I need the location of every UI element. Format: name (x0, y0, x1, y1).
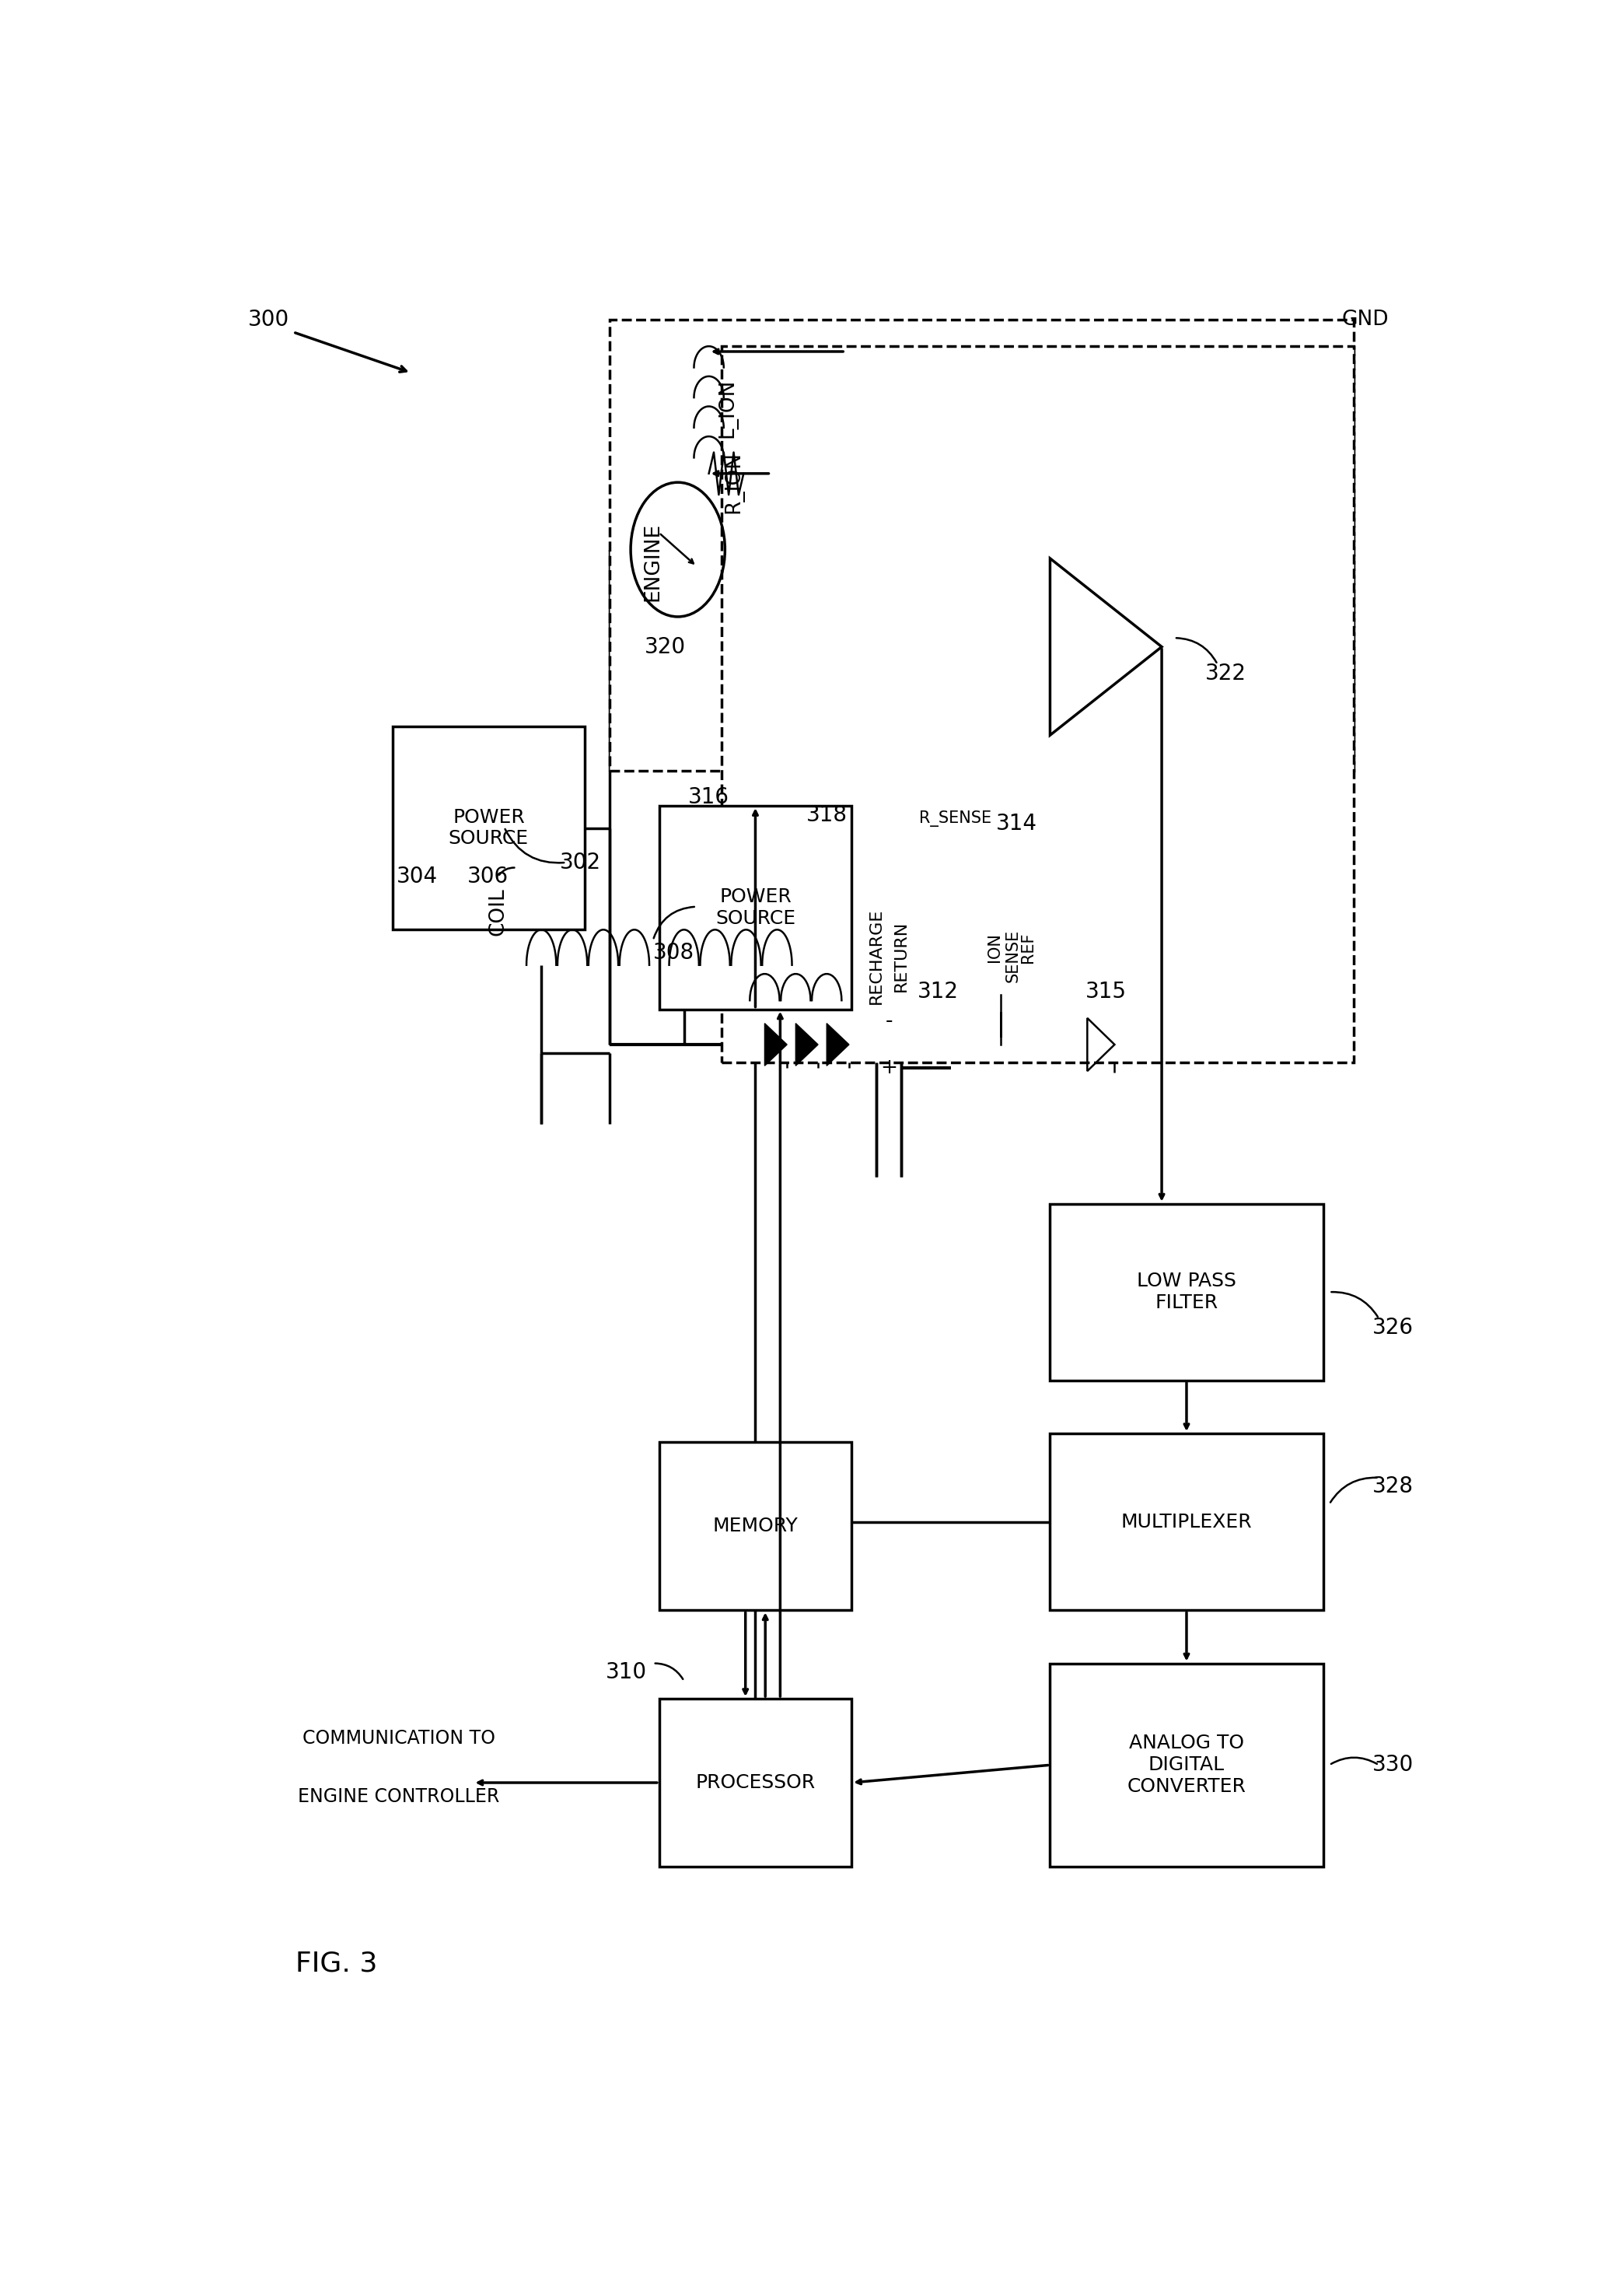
Bar (660, 806, 852, 1010)
Text: RETURN: RETURN (893, 921, 909, 992)
Text: 304: 304 (397, 866, 439, 889)
Text: 300: 300 (248, 310, 290, 331)
Polygon shape (765, 1024, 788, 1065)
Bar (392, 726, 584, 930)
Text: 315: 315 (1085, 980, 1127, 1003)
Bar (610, 319, 1354, 771)
Text: ION: ION (986, 932, 1002, 962)
Text: MULTIPLEXER: MULTIPLEXER (1121, 1513, 1252, 1531)
Text: ENGINE: ENGINE (644, 523, 663, 602)
Text: 314: 314 (996, 813, 1037, 833)
Text: 316: 316 (688, 785, 730, 808)
Text: FIG. 3: FIG. 3 (296, 1952, 378, 1977)
Text: R_ION: R_ION (724, 452, 744, 514)
Text: ANALOG TO
DIGITAL
CONVERTER: ANALOG TO DIGITAL CONVERTER (1127, 1733, 1246, 1795)
Text: COMMUNICATION TO: COMMUNICATION TO (303, 1729, 495, 1747)
Bar (1050, 1662, 1322, 1867)
Text: 302: 302 (560, 852, 602, 872)
Text: 322: 322 (1206, 664, 1246, 684)
Polygon shape (796, 1024, 818, 1065)
Text: GND: GND (1342, 310, 1388, 331)
Text: COIL: COIL (488, 889, 508, 937)
Text: +: + (881, 1058, 897, 1077)
Text: PROCESSOR: PROCESSOR (695, 1773, 815, 1791)
Bar (720, 347, 1354, 1063)
Bar (1050, 1433, 1322, 1609)
Text: 326: 326 (1372, 1316, 1414, 1339)
Bar (1050, 1203, 1322, 1380)
Text: LOW PASS
FILTER: LOW PASS FILTER (1137, 1272, 1236, 1313)
Bar (660, 1442, 852, 1609)
Text: POWER
SOURCE: POWER SOURCE (716, 889, 796, 928)
Polygon shape (826, 1024, 849, 1065)
Text: 312: 312 (917, 980, 959, 1003)
Text: REF: REF (1020, 932, 1036, 962)
Text: SENSE: SENSE (1005, 930, 1020, 983)
Text: 306: 306 (467, 866, 508, 889)
Text: ENGINE CONTROLLER: ENGINE CONTROLLER (298, 1789, 500, 1807)
Text: 310: 310 (605, 1662, 647, 1683)
Text: R_SENSE: R_SENSE (919, 810, 991, 827)
Bar (660, 1699, 852, 1867)
Text: 318: 318 (807, 804, 847, 827)
Text: 308: 308 (653, 941, 695, 964)
Text: POWER
SOURCE: POWER SOURCE (448, 808, 528, 847)
Text: RECHARGE: RECHARGE (869, 909, 884, 1003)
Text: L_ION: L_ION (717, 379, 738, 439)
Text: MEMORY: MEMORY (712, 1518, 797, 1536)
Text: 330: 330 (1372, 1754, 1414, 1775)
Text: -: - (885, 1013, 892, 1031)
Text: 328: 328 (1372, 1476, 1414, 1497)
Text: 320: 320 (644, 636, 685, 657)
